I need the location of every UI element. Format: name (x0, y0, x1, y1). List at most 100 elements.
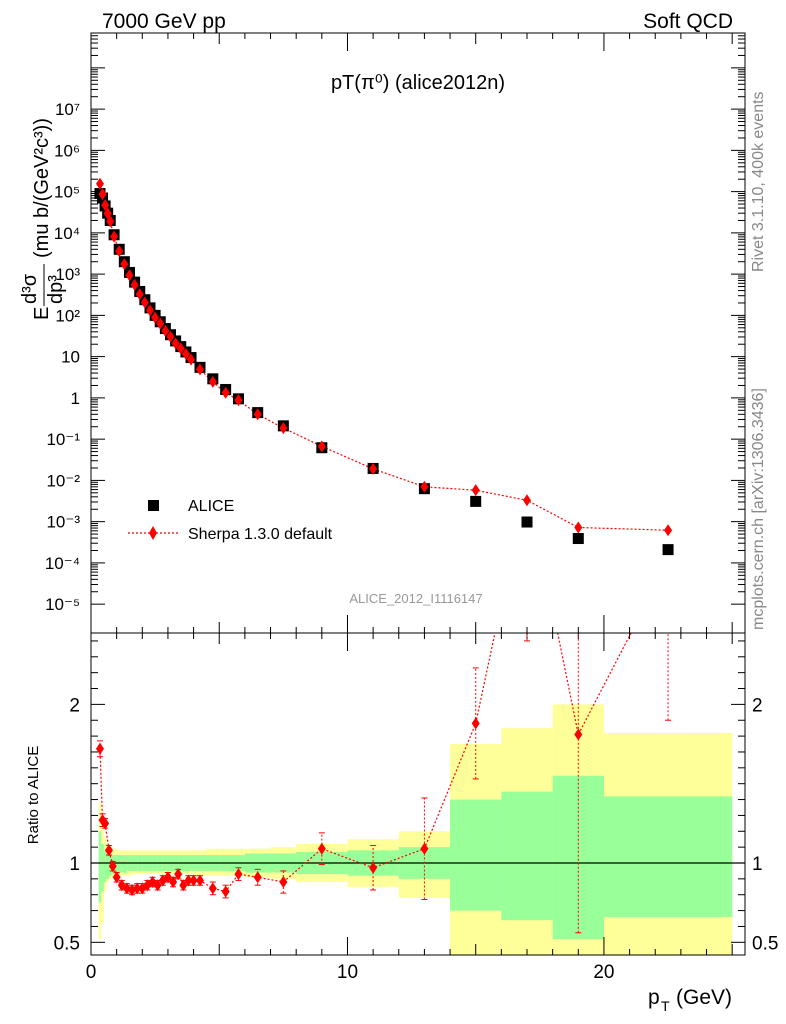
y-tick-label: 10⁴ (54, 224, 80, 243)
legend-label-sherpa: Sherpa 1.3.0 default (188, 526, 333, 543)
sherpa-point (135, 288, 144, 301)
sherpa-point (221, 386, 230, 399)
ratio-y-tick-label: 1 (752, 854, 763, 875)
sherpa-point (115, 245, 124, 258)
sherpa-point (187, 353, 196, 366)
y-tick-label: 10⁻³ (46, 513, 80, 532)
sherpa-point (523, 494, 531, 507)
sherpa-ratio-point (189, 874, 198, 887)
alice-point (470, 495, 482, 507)
x-tick-label: 10 (337, 962, 358, 983)
sherpa-point (140, 296, 149, 309)
sherpa-point (574, 521, 583, 534)
sherpa-ratio-point (95, 742, 104, 755)
y-tick-label: 10⁶ (54, 141, 80, 160)
side-label-bottom: mcplots.cern.ch [arXiv:1306.3436] (750, 388, 767, 630)
sherpa-point (145, 304, 154, 317)
side-label-top: Rivet 3.1.10, 400k events (750, 91, 767, 272)
sherpa-point (176, 342, 185, 355)
ratio-y-tick-label: 1 (69, 854, 80, 875)
y-tick-label: 10⁷ (55, 100, 80, 119)
sherpa-point (181, 347, 190, 360)
sherpa-ratio-point (153, 879, 162, 892)
sherpa-ratio-point (234, 868, 243, 881)
main-panel: 10⁻⁵ 10⁻⁴ 10⁻³ 10⁻² 10⁻¹ 1 10 10² 10³ 10⁴ 10⁵ 10⁶ 10… (19, 32, 746, 634)
sherpa-point (171, 337, 180, 350)
sherpa-point (166, 330, 175, 343)
sherpa-point (420, 480, 429, 493)
sherpa-point (253, 408, 262, 421)
sherpa-point (208, 375, 217, 388)
sherpa-point (279, 422, 288, 435)
y-tick-label: 10⁻¹ (46, 430, 80, 449)
alice-point (521, 516, 533, 528)
sherpa-ratio-point (253, 871, 262, 884)
sherpa-ratio-point (369, 861, 378, 874)
legend-marker-alice (148, 500, 159, 511)
svg-text:p: p (648, 986, 660, 1009)
sherpa-point (664, 524, 673, 537)
svg-text:(mu b/(GeV²c³)): (mu b/(GeV²c³)) (31, 118, 53, 258)
sherpa-point (125, 269, 134, 282)
sherpa-point (95, 177, 104, 190)
band-green (98, 831, 102, 903)
svg-text:E: E (31, 307, 53, 320)
y-tick-label: 10² (55, 306, 80, 325)
header-right: Soft QCD (643, 10, 733, 33)
sherpa-point (156, 317, 165, 330)
band-green (103, 850, 107, 883)
ratio-y-tick-label: 2 (69, 695, 80, 716)
sherpa-point (110, 230, 119, 243)
band-green (450, 799, 502, 911)
sherpa-ratio-point (169, 876, 178, 889)
sherpa-ratio-point (471, 717, 480, 730)
sherpa-point (101, 199, 110, 212)
sherpa-point (471, 484, 480, 497)
y-axis-label-main: E d³σ dp³ (mu b/(GeV²c³)) (19, 118, 67, 320)
y-tick-label: 10³ (55, 265, 80, 284)
plot-title: pT(π⁰) (alice2012n) (331, 72, 505, 94)
sherpa-ratio-point (104, 844, 113, 857)
ratio-panel: 0 10 20 0.5 0.5 1 1 2 2 Ratio to ALICE p T (GeV) (25, 632, 778, 1014)
svg-text:(GeV): (GeV) (676, 986, 732, 1009)
sherpa-ratio-line (99, 633, 632, 893)
y-tick-label: 1 (71, 389, 80, 408)
legend: ALICE Sherpa 1.3.0 default (128, 498, 333, 543)
y-tick-label: 10 (61, 348, 80, 367)
legend-marker-sherpa (149, 526, 157, 540)
sherpa-ratio-point (174, 868, 183, 881)
sherpa-ratio-point (196, 874, 204, 887)
sherpa-ratio-point (112, 871, 121, 884)
sherpa-ratio-point (279, 876, 288, 889)
sherpa-ratio-point (574, 728, 583, 741)
sherpa-point (317, 440, 326, 453)
sherpa-ratio-point (128, 883, 137, 896)
y-tick-label: 10⁻⁵ (45, 595, 80, 614)
ratio-y-tick-label: 2 (752, 695, 763, 716)
alice-point (662, 544, 674, 556)
x-tick-label: 0 (86, 962, 97, 983)
sherpa-point (106, 215, 115, 228)
svg-text:T: T (661, 998, 670, 1014)
sherpa-point (120, 258, 129, 271)
ratio-series (95, 633, 672, 934)
sherpa-ratio-point (184, 874, 193, 887)
sherpa-ratio-point (179, 879, 188, 892)
sherpa-point (130, 278, 139, 291)
y-tick-label: 10⁻² (46, 471, 80, 490)
y-tick-label: 10⁻⁴ (45, 554, 80, 573)
band-green (501, 791, 553, 921)
ratio-y-tick-label: 0.5 (54, 933, 80, 954)
legend-label-alice: ALICE (188, 498, 234, 515)
band-green (106, 853, 109, 879)
sherpa-ratio-point (133, 882, 142, 895)
band-green (101, 843, 104, 892)
sherpa-point (151, 311, 160, 324)
x-axis-label: p T (GeV) (648, 986, 732, 1014)
header-left: 7000 GeV pp (102, 10, 226, 33)
sherpa-point (369, 462, 378, 475)
sherpa-point (98, 188, 107, 201)
sherpa-ratio-point (208, 882, 217, 895)
band-green (121, 855, 127, 873)
